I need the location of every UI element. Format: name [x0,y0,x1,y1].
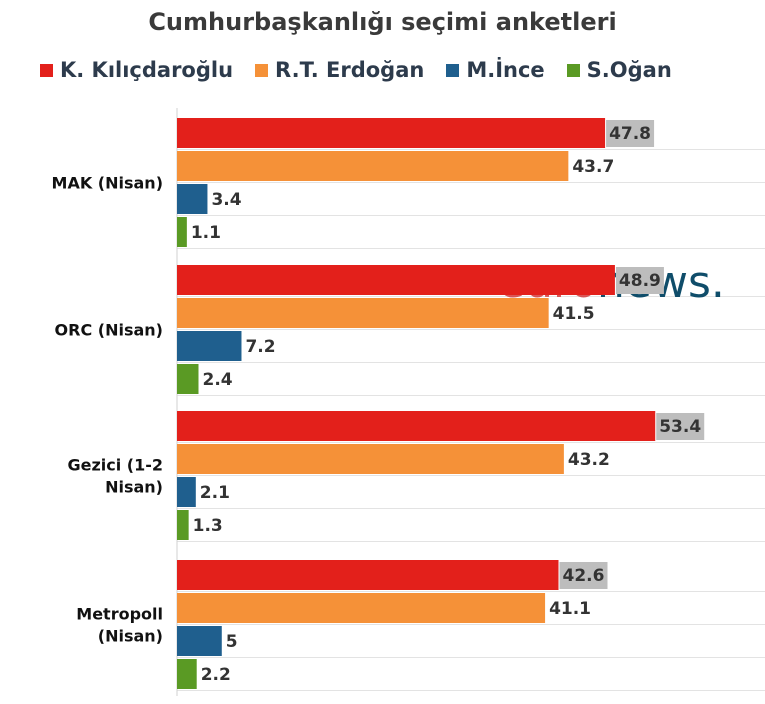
category-label: Metropoll [76,605,163,624]
value-label: 42.6 [563,566,605,586]
bar-kilicdaroglu [177,265,615,295]
value-label: 2.4 [202,370,232,390]
bar-ince [177,626,222,656]
value-label-bg [615,267,664,294]
bar-erdogan [177,298,549,328]
value-label: 7.2 [245,337,275,357]
value-label: 2.1 [200,483,230,503]
bar-kilicdaroglu [177,411,656,441]
bar-ince [177,184,208,214]
legend-swatch-ince [446,63,460,77]
bar-ogan [177,217,187,247]
legend-item-erdogan: R.T. Erdoğan [255,58,424,82]
value-label-bg [606,120,655,147]
category-label: (Nisan) [98,627,163,646]
bar-ogan [177,364,199,394]
chart-title: Cumhurbaşkanlığı seçimi anketleri [148,8,617,36]
gridlines [177,149,765,691]
bar-ogan [177,659,197,689]
value-label-bg [559,562,608,589]
bar-ince [177,477,196,507]
legend-swatch-erdogan [255,63,269,77]
category-label: ORC (Nisan) [55,321,163,340]
legend-label-kilicdaroglu: K. Kılıçdaroğlu [60,58,234,82]
value-label: 41.5 [553,304,595,324]
bar-kilicdaroglu [177,118,606,148]
legend-label-erdogan: R.T. Erdoğan [275,58,425,82]
legend-item-kilicdaroglu: K. Kılıçdaroğlu [40,58,233,82]
legend-label-ogan: S.Oğan [586,58,672,82]
legend-item-ogan: S.Oğan [566,58,672,82]
category-label: MAK (Nisan) [52,174,163,193]
value-label: 1.3 [193,516,223,536]
legend-label-ince: M.İnce [466,58,545,82]
value-label: 47.8 [609,124,651,144]
bar-ogan [177,510,189,540]
value-label: 5 [226,632,238,652]
value-label: 48.9 [619,271,661,291]
value-label: 53.4 [659,417,701,437]
legend-swatch-kilicdaroglu [40,63,53,77]
value-label: 1.1 [191,223,221,243]
bar-ince [177,331,242,361]
value-label: 43.2 [568,450,610,470]
category-label: Nisan) [105,478,163,497]
bar-erdogan [177,151,569,181]
legend-item-ince: M.İnce [446,58,545,82]
legend-swatch-ogan [566,63,580,77]
bar-erdogan [177,593,546,623]
bar-kilicdaroglu [177,560,559,590]
value-label-bg [656,413,705,440]
value-label: 41.1 [549,599,591,619]
chart-legend: K. Kılıçdaroğlu R.T. Erdoğan M.İnce S.Oğ… [40,58,760,82]
value-label: 2.2 [201,665,231,685]
value-label: 43.7 [572,157,614,177]
value-label: 3.4 [211,190,241,210]
bar-erdogan [177,444,564,474]
category-label: Gezici (1-2 [67,456,163,475]
